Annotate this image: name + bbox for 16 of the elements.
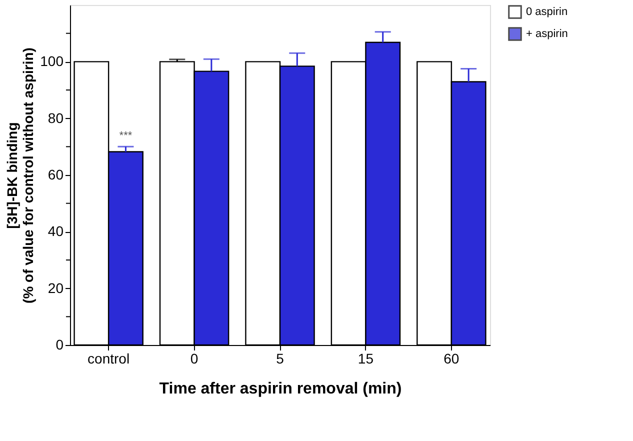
y-axis-title: [3H]-BK binding (% of value for control without aspirin) <box>4 48 36 304</box>
y-tick-label: 60 <box>48 166 64 182</box>
legend-label: 0 aspirin <box>526 6 568 18</box>
x-tick-label: 5 <box>276 350 284 366</box>
y-tick-label: 0 <box>56 336 64 352</box>
y-tick-label: 100 <box>40 53 64 70</box>
y-tick-label: 20 <box>48 280 64 296</box>
x-tick-label: 15 <box>358 350 374 366</box>
x-tick-label: 0 <box>190 350 198 366</box>
y-tick-label: 40 <box>48 223 64 240</box>
x-tick-label: 60 <box>444 350 460 366</box>
legend-label: + aspirin <box>526 28 568 40</box>
x-axis-title: Time after aspirin removal (min) <box>159 380 402 398</box>
y-tick-label: 80 <box>48 110 64 126</box>
annotation: *** <box>119 130 133 142</box>
x-tick-label: control <box>88 350 130 366</box>
